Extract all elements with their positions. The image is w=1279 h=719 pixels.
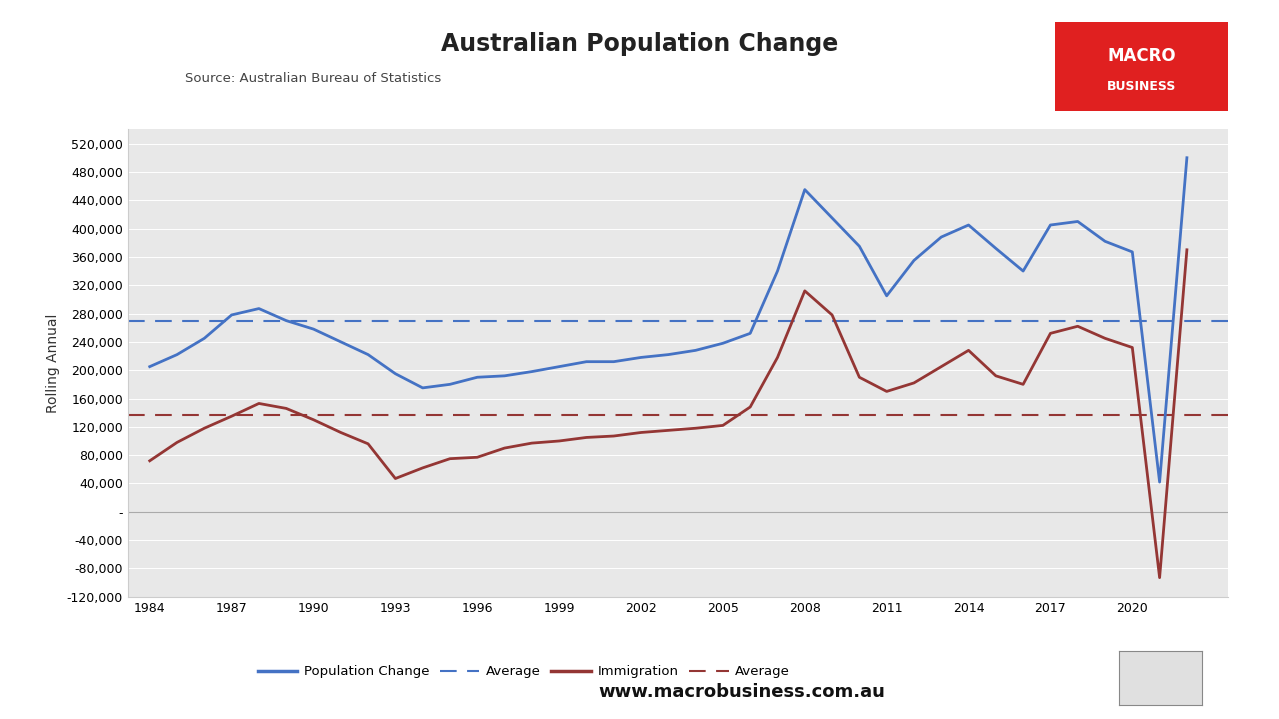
Text: BUSINESS: BUSINESS: [1106, 80, 1177, 93]
Text: MACRO: MACRO: [1108, 47, 1175, 65]
Text: Source: Australian Bureau of Statistics: Source: Australian Bureau of Statistics: [185, 72, 441, 85]
Text: Australian Population Change: Australian Population Change: [441, 32, 838, 56]
Legend: Population Change, Average, Immigration, Average: Population Change, Average, Immigration,…: [252, 660, 796, 684]
Y-axis label: Rolling Annual: Rolling Annual: [46, 313, 60, 413]
Text: www.macrobusiness.com.au: www.macrobusiness.com.au: [599, 683, 885, 701]
